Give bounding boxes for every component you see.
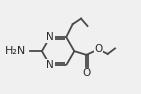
Text: N: N xyxy=(46,32,54,42)
Text: H₂N: H₂N xyxy=(5,46,26,56)
Text: O: O xyxy=(94,44,103,54)
Text: O: O xyxy=(82,68,91,78)
Text: N: N xyxy=(46,60,54,70)
